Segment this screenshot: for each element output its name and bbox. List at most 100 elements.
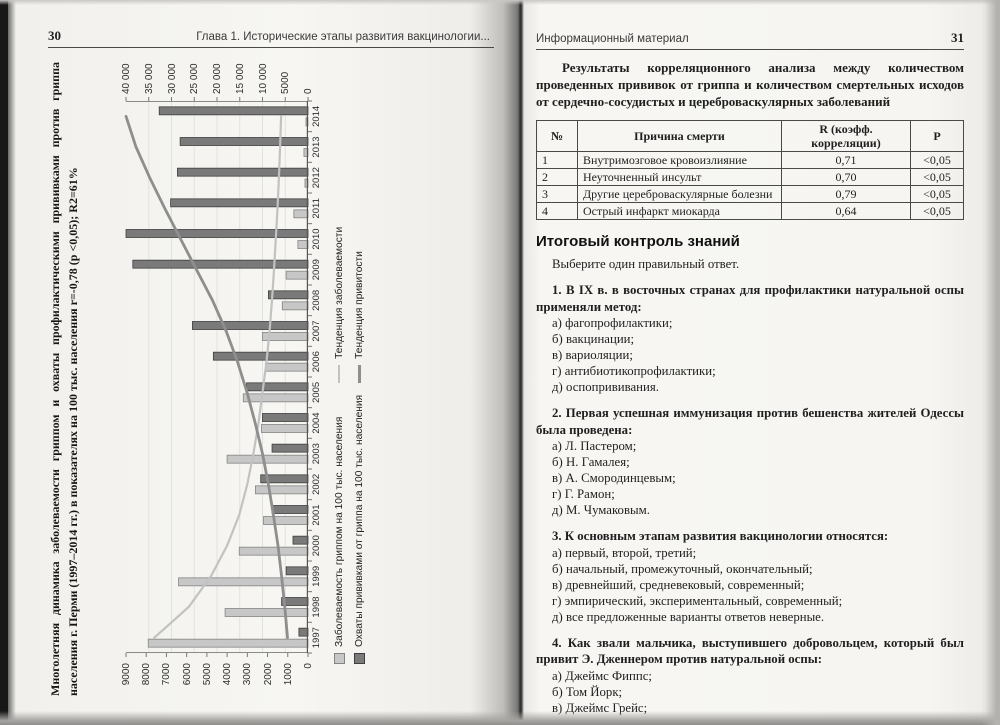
legend-square-marker (333, 653, 345, 664)
legend-item: Тенденция привитости (349, 227, 369, 383)
answer-option: д) М. Чумаковым. (552, 503, 650, 517)
table-header-cell: № (536, 120, 578, 152)
bar (212, 351, 309, 361)
bar (226, 454, 309, 464)
answer-option: г) Г. Рамон; (552, 487, 615, 501)
table-cell: 4 (536, 202, 578, 220)
right-axis-tick-label: 20 000 (212, 63, 223, 94)
bar (192, 321, 309, 330)
table-row: 4 Острый инфаркт миокарда 0,64 <0,05 (536, 202, 964, 220)
bar (255, 485, 309, 495)
bar (158, 106, 309, 116)
year-tick-label: 2000 (311, 535, 322, 557)
table-cell: Внутримозговое кровоизлияние (577, 151, 782, 169)
table-row: 3 Другие цереброваскулярные болезни 0,79 <0… (536, 185, 964, 203)
quiz-question: 3. К основным этапам развития вакцинолог… (536, 528, 964, 625)
left-axis-tick-label: 8000 (141, 663, 153, 686)
question-text: 3. К основным этапам развития вакцинолог… (552, 529, 889, 543)
left-axis-tick-label: 9000 (121, 663, 132, 686)
table-cell: <0,05 (910, 185, 964, 203)
bar (297, 240, 309, 249)
question-text: 2. Первая успешная иммунизация против бе… (536, 406, 964, 437)
answer-option: б) начальный, промежуточный, окончательн… (552, 561, 813, 576)
year-tick-label: 2001 (311, 504, 322, 526)
year-tick-label: 2006 (311, 351, 322, 373)
bar (281, 301, 309, 311)
bar (281, 597, 309, 606)
answer-option: г) эмпирический, экспериментальный, совр… (552, 593, 843, 608)
bar (246, 382, 309, 392)
bar (292, 535, 309, 545)
right-page-content: Информационный материал 31 Результаты ко… (536, 0, 964, 716)
right-axis-tick-label: 40 000 (121, 63, 132, 94)
left-axis-tick-label: 4000 (222, 663, 234, 686)
left-page-header: 30 Глава 1. Исторические этапы развития … (48, 28, 490, 44)
bar (285, 270, 309, 280)
table-cell: 3 (536, 185, 578, 203)
year-tick-label: 2011 (311, 198, 322, 219)
table-header-cell: R (коэфф. корреляции) (781, 120, 911, 152)
table-cell: Острый инфаркт миокарда (577, 202, 782, 220)
bar (293, 209, 309, 219)
page-gutter-shadow (470, 0, 524, 725)
year-tick-label: 1998 (311, 596, 322, 618)
legend-item: Заболеваемость гриппом на 100 тыс. насел… (329, 395, 349, 664)
correlation-table-body: 1 Внутримозговое кровоизлияние 0,71 <0,05 2 Н… (536, 151, 964, 220)
quiz-question: 2. Первая успешная иммунизация против бе… (536, 405, 964, 518)
scan-edge-top (0, 0, 1000, 5)
answer-option: а) Л. Пастером; (552, 439, 637, 453)
legend-square-marker (353, 653, 365, 664)
right-axis-tick-label: 25 000 (189, 63, 201, 94)
legend-label: Заболеваемость гриппом на 100 тыс. насел… (333, 416, 345, 647)
quiz-question: 1. В IX в. в восточных странах для профи… (536, 282, 964, 395)
left-axis-tick-label: 7000 (161, 663, 173, 686)
year-tick-label: 2003 (311, 443, 322, 465)
answer-option: б) вакцинации; (552, 332, 635, 346)
question-text: 1. В IX в. в восточных странах для профи… (536, 283, 964, 314)
bar (261, 424, 309, 433)
answer-option: б) Н. Гамалея; (552, 455, 630, 469)
chart-year-axis-labels: 1997 1998 1999 2000 2001 2002 2003 2004 2005 2006… (311, 101, 325, 653)
bar (263, 516, 309, 525)
answer-option: г) антибиотикопрофилактики; (552, 364, 716, 378)
bar (262, 413, 309, 422)
chart-title: Многолетняя динамика заболеваемости грип… (48, 62, 80, 696)
bar (262, 332, 309, 341)
left-axis-tick-label: 1000 (282, 663, 294, 686)
left-running-title: Глава 1. Исторические этапы развития вак… (196, 31, 490, 43)
quiz-heading: Итоговый контроль знаний (536, 233, 740, 250)
left-axis-tick-label: 2000 (262, 663, 274, 686)
rotated-chart-area: Многолетняя динамика заболеваемости грип… (46, 58, 392, 698)
answer-option: в) древнейший, средневековый, современны… (552, 577, 805, 592)
answer-option: в) А. Смородинцевым; (552, 471, 676, 485)
page-left: 30 Глава 1. Исторические этапы развития … (8, 0, 518, 725)
table-row: 2 Неуточненный инсульт 0,70 <0,05 (536, 168, 964, 186)
bar (268, 290, 309, 300)
chart-plot (124, 97, 312, 657)
table-cell: 0,79 (781, 185, 911, 203)
left-axis-tick-label: 6000 (181, 663, 193, 686)
chart-legend: Заболеваемость гриппом на 100 тыс. насел… (329, 227, 369, 664)
table-cell: 0,70 (781, 168, 911, 186)
answer-option: а) фагопрофилактики; (552, 316, 673, 330)
bar (178, 577, 309, 587)
chart-right-axis-labels: 40 000 35 000 30 000 25 000 20 000 15 000 10 0… (121, 57, 314, 97)
table-cell: 0,64 (781, 202, 911, 220)
year-tick-label: 2013 (311, 136, 322, 158)
bar (265, 362, 309, 372)
table-header-cell: Р (910, 120, 964, 152)
bar (132, 259, 309, 269)
bar (298, 627, 309, 637)
table-cell: 1 (536, 151, 578, 169)
legend-line-marker (337, 364, 341, 383)
answer-option: а) Джеймс Фиппс; (552, 668, 652, 683)
chart-left-axis-labels: 9000 8000 7000 6000 5000 4000 3000 2000 1000 0 (121, 658, 314, 698)
year-tick-label: 2012 (311, 167, 322, 189)
legend-label: Тенденция заболеваемости (333, 226, 345, 359)
bar (285, 566, 309, 576)
right-axis-tick-label: 15 000 (234, 63, 246, 94)
right-axis-tick-label: 0 (303, 88, 314, 94)
year-tick-label: 2005 (311, 381, 322, 403)
answer-option: б) Том Йорк; (552, 684, 623, 699)
